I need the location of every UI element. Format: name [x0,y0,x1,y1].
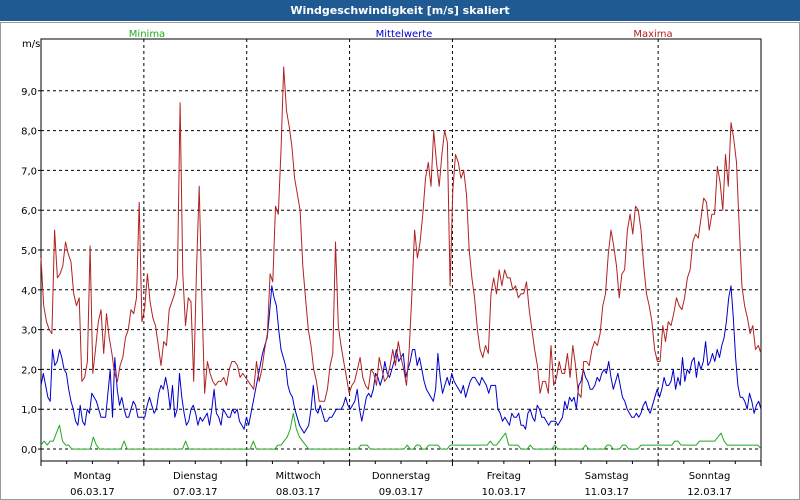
x-tick-day-label: Samstag [585,471,629,482]
x-tick-day-label: Montag [74,471,111,482]
x-tick-date-label: 08.03.17 [276,487,321,498]
x-tick-date-label: 10.03.17 [482,487,527,498]
chart-grid [41,39,761,461]
x-axis: Montag 06.03.17 Dienstag 07.03.17 Mittwoch 08… [40,461,762,498]
y-tick-label: 3,0 [21,326,37,337]
series-line-maxima [40,66,762,402]
x-tick-day-label: Donnerstag [372,471,430,482]
series-line-minima [40,412,762,450]
x-tick-date-label: 07.03.17 [173,487,218,498]
y-tick-label: 7,0 [21,166,37,177]
y-tick-label: 9,0 [21,87,37,98]
x-tick-day-label: Dienstag [173,471,218,482]
y-axis-unit-label: m/s [22,39,40,50]
x-tick-date-label: 06.03.17 [70,487,115,498]
x-tick-day-label: Mittwoch [275,471,320,482]
y-tick-label: 4,0 [21,286,37,297]
y-axis: m/s 0,0 1,0 2,0 3,0 4,0 5,0 6,0 7,0 8,0 9,0 [21,39,41,456]
y-tick-label: 2,0 [21,365,37,376]
y-tick-label: 5,0 [21,246,37,257]
legend-mittelwerte: Mittelwerte [376,29,433,40]
x-tick-date-label: 11.03.17 [584,487,629,498]
y-tick-label: 8,0 [21,127,37,138]
chart-series [40,66,762,450]
legend-maxima: Maxima [633,29,672,40]
x-tick-day-label: Freitag [487,471,521,482]
legend-minima: Minima [129,29,165,40]
x-tick-date-label: 12.03.17 [687,487,732,498]
y-tick-label: 6,0 [21,206,37,217]
y-tick-label: 0,0 [21,445,37,456]
wind-speed-chart: m/s 0,0 1,0 2,0 3,0 4,0 5,0 6,0 7,0 8,0 9,0 Monta… [21,29,762,498]
chart-window-title: Windgeschwindigkeit [m/s] skaliert [0,0,800,22]
x-tick-date-label: 09.03.17 [379,487,424,498]
y-tick-label: 1,0 [21,405,37,416]
chart-panel: m/s 0,0 1,0 2,0 3,0 4,0 5,0 6,0 7,0 8,0 9,0 Monta… [0,22,800,500]
x-tick-day-label: Sonntag [689,471,731,482]
legend: Minima Mittelwerte Maxima [129,29,673,40]
